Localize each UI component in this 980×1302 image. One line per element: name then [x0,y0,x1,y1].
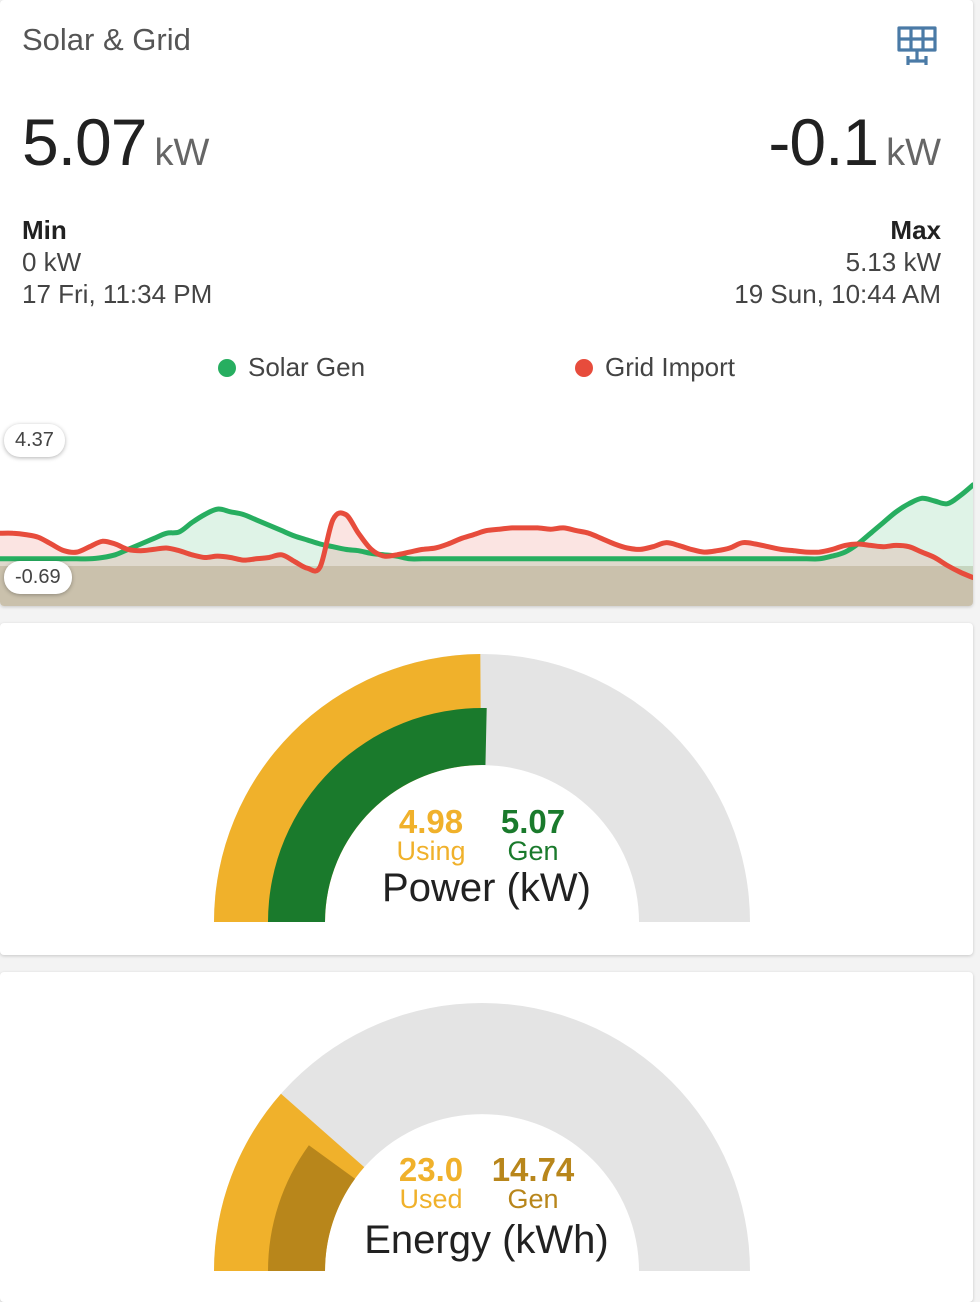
energy-gauge-title: Energy (kWh) [364,1218,609,1262]
power-gen-value: 5.07 [500,803,566,840]
energy-gen-label: Gen [507,1184,559,1214]
solar-current-value: 5.07 kW [22,105,210,179]
solar-grid-card: Solar & Grid 5.07 kW -0.1 kW Min 0 kW 17 F… [0,0,973,606]
max-stat: Max 5.13 kW 19 Sun, 10:44 AM [734,214,941,310]
energy-gen-value: 14.74 [491,1151,575,1188]
solar-panel-icon[interactable] [896,25,938,67]
legend-solar-label: Solar Gen [248,352,366,382]
legend-solar-gen[interactable]: Solar Gen [218,352,365,383]
max-time: 19 Sun, 10:44 AM [734,279,941,309]
chart-baseline-area [0,566,973,606]
energy-used-value: 23.0 [398,1151,464,1188]
min-value: 0 kW [22,247,82,277]
power-gen-arc [268,708,487,922]
power-using-readout: 4.98 Using [388,805,474,865]
sparkline-chart[interactable] [0,400,973,606]
power-gen-label: Gen [507,836,559,866]
grid-current-value: -0.1 kW [768,105,941,179]
legend-grid-dot [575,358,593,377]
y-tick-max: 4.37 [4,424,65,457]
legend-grid-label: Grid Import [605,352,736,382]
power-using-value: 4.98 [398,803,464,840]
max-label: Max [890,215,941,245]
energy-gauge [214,1003,750,1271]
legend-solar-dot [218,358,236,377]
power-gauge-title: Power (kW) [382,866,591,910]
power-gauge [214,654,750,922]
power-gauge-card: 4.98 Using 5.07 Gen Power (kW) [0,623,973,955]
min-time: 17 Fri, 11:34 PM [22,279,213,309]
card-title: Solar & Grid [22,22,191,57]
min-stat: Min 0 kW 17 Fri, 11:34 PM [22,214,212,310]
energy-used-readout: 23.0 Used [388,1153,474,1213]
max-value: 5.13 kW [845,247,941,277]
power-gen-readout: 5.07 Gen [490,805,576,865]
min-label: Min [22,215,67,245]
energy-gen-arc [268,1145,355,1271]
energy-gen-readout: 14.74 Gen [484,1153,582,1213]
solar-gen-line [0,482,973,562]
grid-import-line [0,510,973,581]
energy-gauge-track [214,1003,750,1271]
legend-grid-import[interactable]: Grid Import [575,352,735,383]
energy-gauge-card: 23.0 Used 14.74 Gen Energy (kWh) [0,972,973,1302]
power-using-label: Using [396,836,466,866]
y-tick-min: -0.69 [4,561,72,594]
energy-used-label: Used [399,1184,463,1214]
